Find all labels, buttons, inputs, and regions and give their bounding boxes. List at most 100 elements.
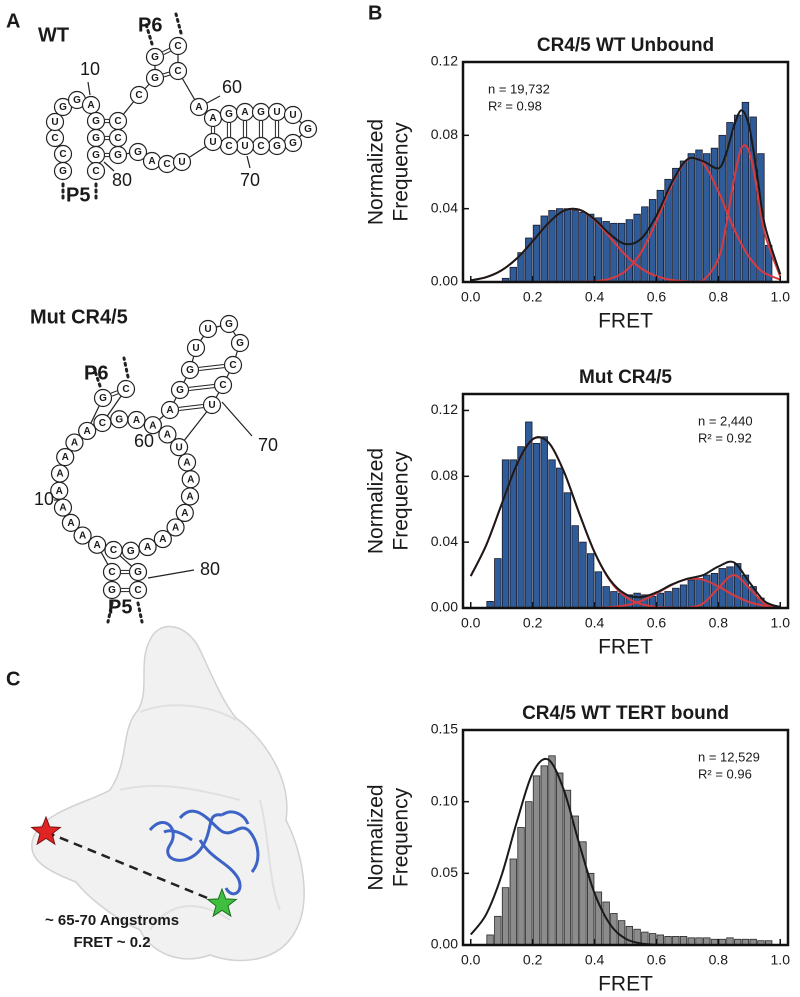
bar — [602, 221, 610, 282]
chart: Mut CR4/5 0.0 0.2 0.4 0.6 0.8 1.0 0.00 0.04 0.08 0… — [365, 367, 791, 659]
nucleotide-letter: C — [163, 159, 170, 170]
position-number: 60 — [134, 431, 154, 451]
nucleotide — [93, 388, 113, 408]
helix-continuation — [92, 366, 102, 388]
nucleotide-letter: U — [175, 442, 182, 453]
nucleotide-letter: G — [92, 116, 100, 127]
bar — [501, 887, 510, 945]
bar — [741, 101, 750, 282]
y-axis-label: Frequency — [390, 787, 413, 887]
bar — [672, 936, 680, 945]
nucleotide — [172, 152, 192, 172]
nucleotide-letter: A — [56, 486, 63, 497]
y-axis-label: Frequency — [390, 451, 413, 551]
nucleotide-letter: G — [225, 319, 233, 330]
bar — [494, 558, 502, 608]
bar — [556, 208, 564, 282]
helix-continuation — [136, 601, 144, 624]
x-axis-label: FRET — [598, 973, 653, 996]
nucleotide-letter: G — [176, 385, 184, 396]
base-pair — [179, 407, 204, 412]
nucleotide — [116, 379, 136, 399]
x-tick-label: 0.8 — [709, 952, 729, 968]
fit-curve — [470, 574, 781, 608]
nucleotide-letter: G — [151, 73, 159, 84]
chart: CR4/5 WT Unbound 0.0 0.2 0.4 0.6 0.8 1.0 0.00 0.… — [365, 35, 791, 333]
nucleotide — [93, 413, 112, 433]
bar — [749, 116, 757, 282]
nucleotide-letter: C — [110, 545, 117, 556]
bar — [540, 436, 548, 608]
number-leader — [87, 81, 91, 96]
nucleotide-letter: A — [183, 458, 190, 469]
nucleotide — [177, 453, 197, 472]
nucleotide — [56, 448, 75, 467]
base-pair — [110, 390, 118, 394]
donor-star — [30, 815, 62, 846]
nucleotide-letter: C — [99, 418, 106, 429]
nucleotide — [88, 535, 107, 554]
x-tick-label: 0.2 — [523, 289, 543, 305]
nucleotide-letter: G — [59, 102, 67, 113]
y-tick-label: 0.12 — [431, 53, 458, 69]
plot-area — [470, 101, 782, 282]
annotation: R² = 0.92 — [698, 430, 752, 445]
fit-curve — [470, 577, 781, 608]
plot-area — [469, 755, 781, 945]
nucleotide — [53, 498, 73, 517]
nucleotide — [145, 68, 165, 88]
bar — [656, 934, 664, 945]
annotation: R² = 0.96 — [698, 766, 752, 781]
nucleotide-letter: C — [108, 567, 115, 578]
helix-label: P5 — [66, 184, 90, 206]
nucleotide-letter: C — [59, 149, 66, 160]
bar — [525, 237, 533, 282]
nucleotide-letter: G — [151, 52, 159, 63]
structure-title: WT — [38, 24, 69, 46]
bar — [656, 592, 664, 608]
bar — [571, 815, 579, 945]
bar — [587, 553, 595, 608]
nucleotide-letter: C — [114, 116, 121, 127]
y-axis-label: Normalized — [365, 119, 388, 225]
bar — [548, 755, 556, 945]
x-tick-label: 0.4 — [585, 615, 605, 631]
axes-frame — [461, 728, 790, 947]
structure-model: ~ 65-70 Angstroms FRET ~ 0.2 — [30, 625, 305, 962]
annotation: n = 12,529 — [698, 749, 760, 764]
helix-continuation — [106, 601, 114, 624]
nucleotide — [158, 425, 177, 444]
nucleotide — [127, 410, 146, 430]
nucleotide-letter: G — [186, 365, 194, 376]
chart-title: CR4/5 WT Unbound — [537, 35, 714, 56]
nucleotide-letter: G — [73, 95, 81, 106]
nucleotide-letter: A — [164, 430, 171, 441]
nucleotide — [128, 142, 148, 162]
base-pair — [111, 393, 119, 397]
fit-curve — [470, 109, 782, 282]
bar — [579, 541, 587, 608]
helix-label: P5 — [108, 596, 132, 618]
nucleotide — [198, 319, 218, 339]
nucleotide — [45, 112, 65, 132]
position-number: 10 — [34, 489, 54, 509]
bar — [679, 160, 688, 282]
bar — [532, 442, 541, 608]
nucleotide — [213, 375, 233, 395]
x-tick-label: 0.0 — [461, 952, 481, 968]
bar — [664, 591, 672, 608]
nucleotide-letter: A — [241, 107, 248, 118]
number-leader — [206, 95, 221, 104]
base-pair — [199, 367, 225, 372]
nucleotide — [128, 562, 148, 582]
y-axis-label: Normalized — [365, 448, 388, 554]
nucleotide — [298, 119, 318, 139]
position-number: 70 — [240, 170, 260, 190]
y-tick-label: 0.00 — [431, 599, 458, 615]
base-pair — [163, 50, 171, 56]
bar — [664, 936, 672, 945]
nucleotide-letter: G — [108, 585, 116, 596]
nucleotide — [65, 433, 84, 452]
position-number: 80 — [112, 170, 132, 190]
bar — [548, 459, 556, 608]
